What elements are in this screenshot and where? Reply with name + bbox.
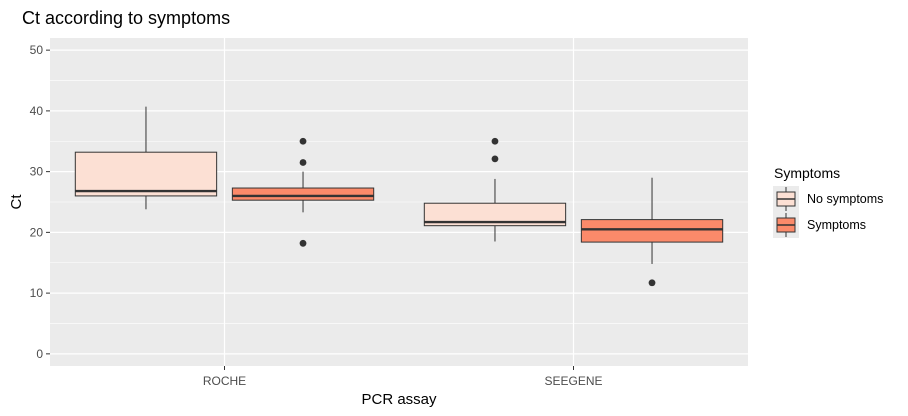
- y-tick-label: 0: [36, 347, 43, 361]
- y-axis-ticks: 0 10 20 30 40 50: [30, 43, 50, 361]
- box: [423, 202, 567, 227]
- outlier-point: [491, 137, 499, 145]
- legend-item: Symptoms: [773, 212, 866, 238]
- outlier-point: [299, 159, 307, 166]
- y-tick-label: 20: [30, 225, 44, 239]
- legend-label: Symptoms: [807, 218, 866, 232]
- y-tick-label: 50: [30, 43, 44, 57]
- boxplot-no-symptoms-roche: [74, 106, 218, 210]
- outlier-point: [299, 239, 307, 247]
- y-axis-title: Ct: [8, 194, 25, 210]
- y-tick-label: 10: [30, 286, 44, 300]
- legend-item: No symptoms: [773, 186, 883, 212]
- outlier-point: [491, 155, 499, 163]
- chart-title: Ct according to symptoms: [22, 8, 230, 28]
- box: [74, 151, 218, 197]
- outlier-point: [299, 137, 307, 145]
- box: [231, 187, 375, 201]
- outlier-point: [648, 279, 656, 287]
- x-axis-title: PCR assay: [361, 391, 437, 408]
- x-tick-label: SEEGENE: [544, 374, 602, 388]
- box: [580, 219, 724, 243]
- x-axis-ticks: ROCHE SEEGENE: [203, 366, 603, 388]
- y-tick-label: 40: [30, 104, 44, 118]
- boxes: [74, 106, 724, 287]
- boxplot-symptoms-roche: [231, 137, 375, 247]
- legend: Symptoms No symptoms Symptoms: [773, 165, 883, 238]
- boxplot-no-symptoms-seegene: [423, 137, 567, 242]
- boxplot-symptoms-seegene: [580, 177, 724, 287]
- x-tick-label: ROCHE: [203, 374, 246, 388]
- y-tick-label: 30: [30, 165, 44, 179]
- legend-label: No symptoms: [807, 192, 883, 206]
- legend-title: Symptoms: [774, 165, 840, 181]
